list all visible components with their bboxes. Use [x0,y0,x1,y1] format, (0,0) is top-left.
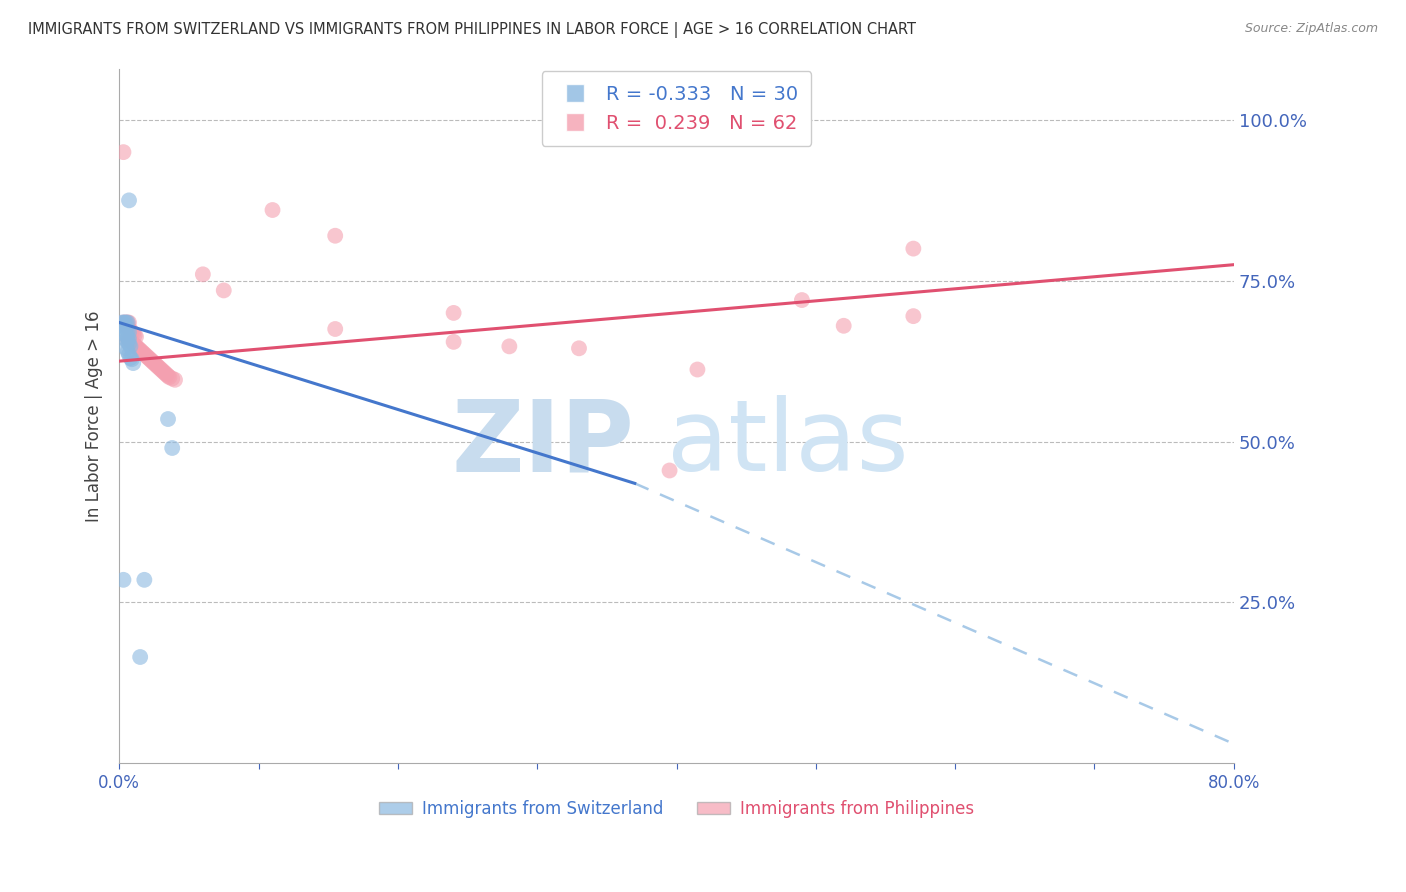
Point [118,348,141,362]
Point [118,333,141,347]
Point [156,368,179,382]
Point [135,348,157,362]
Point [136,350,159,364]
Point [114,316,136,330]
Point [128,342,150,356]
Point [117,330,139,344]
Point [443,334,465,349]
Point [150,362,173,376]
Point [127,341,149,355]
Point [124,328,146,343]
Point [117,320,139,334]
Point [117,316,139,330]
Point [122,356,145,370]
Point [142,355,165,369]
Point [498,339,520,353]
Point [117,316,139,330]
Point [114,326,136,341]
Point [131,344,153,359]
Point [153,365,176,379]
Text: atlas: atlas [668,395,908,492]
Point [132,346,155,360]
Point [124,338,146,352]
Point [903,242,925,256]
Point [115,316,138,330]
Point [122,326,145,341]
Point [323,322,346,336]
Text: ZIP: ZIP [451,395,634,492]
Point [125,339,148,353]
Point [115,316,138,330]
Point [112,145,135,160]
Point [115,333,138,347]
Point [658,463,681,477]
Point [145,357,167,371]
Point [155,367,177,381]
Point [157,368,180,383]
Point [138,351,160,365]
Point [114,318,136,333]
Point [115,328,138,343]
Point [443,306,465,320]
Point [117,332,139,346]
Point [121,325,143,339]
Point [121,335,143,350]
Point [117,334,139,349]
Point [191,268,214,282]
Point [115,322,138,336]
Point [118,325,141,339]
Point [212,284,235,298]
Point [120,351,142,365]
Point [125,329,148,343]
Point [160,441,183,455]
Point [112,316,135,330]
Point [790,293,813,307]
Point [157,412,180,426]
Point [686,362,709,376]
Point [115,318,138,333]
Point [115,341,138,355]
Point [134,573,156,587]
Point [121,352,143,367]
Point [112,573,135,587]
Legend: Immigrants from Switzerland, Immigrants from Philippines: Immigrants from Switzerland, Immigrants … [373,793,981,824]
Point [159,370,181,384]
Point [152,364,174,378]
Point [143,356,166,370]
Point [262,202,284,217]
Point [118,332,141,346]
Text: IMMIGRANTS FROM SWITZERLAND VS IMMIGRANTS FROM PHILIPPINES IN LABOR FORCE | AGE : IMMIGRANTS FROM SWITZERLAND VS IMMIGRANT… [28,22,917,38]
Point [903,309,925,323]
Point [112,316,135,330]
Point [568,341,591,355]
Y-axis label: In Labor Force | Age > 16: In Labor Force | Age > 16 [86,310,103,522]
Point [141,353,163,368]
Point [120,339,142,353]
Point [832,318,855,333]
Point [120,334,142,349]
Point [118,316,141,330]
Point [118,322,141,336]
Text: Source: ZipAtlas.com: Source: ZipAtlas.com [1244,22,1378,36]
Point [112,318,135,333]
Point [149,361,172,376]
Point [134,347,156,361]
Point [120,323,142,337]
Point [118,336,141,351]
Point [129,343,152,358]
Point [323,228,346,243]
Point [163,373,186,387]
Point [146,359,169,373]
Point [117,344,139,359]
Point [122,336,145,351]
Point [111,316,134,330]
Point [139,352,162,367]
Point [117,324,139,338]
Point [148,359,170,374]
Point [118,194,141,208]
Point [114,316,136,330]
Point [160,371,183,385]
Point [129,650,152,665]
